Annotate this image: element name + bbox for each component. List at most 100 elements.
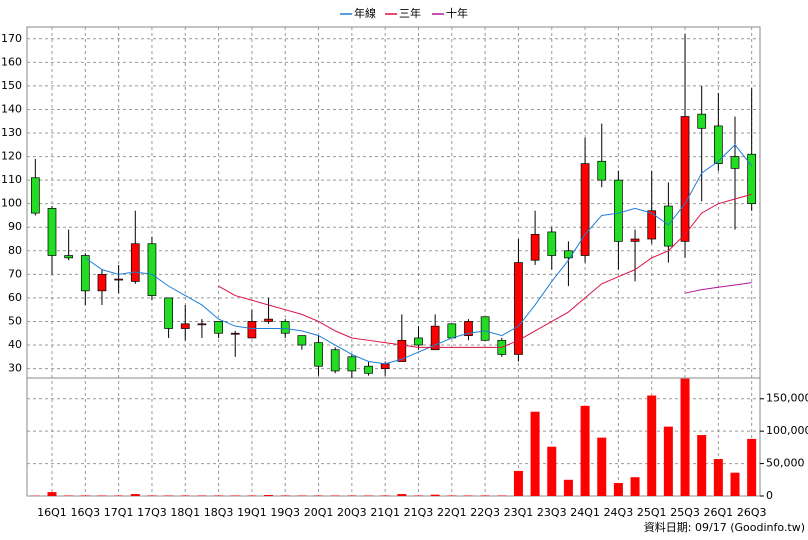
candle-body bbox=[414, 337, 423, 346]
volume-bar bbox=[497, 495, 507, 496]
candle-body bbox=[730, 156, 740, 169]
candle-body bbox=[714, 125, 723, 164]
y-tick-label: 160 bbox=[1, 55, 22, 68]
x-tick-label: 24Q3 bbox=[604, 506, 634, 519]
volume-bar bbox=[563, 479, 573, 496]
candle-body bbox=[430, 325, 440, 351]
candle-body bbox=[164, 297, 173, 329]
volume-bar bbox=[597, 437, 607, 496]
volume-bar bbox=[314, 495, 324, 496]
volume-bar bbox=[247, 495, 257, 496]
volume-bar bbox=[80, 495, 90, 496]
volume-bar bbox=[630, 477, 640, 496]
y-tick-label: 50 bbox=[8, 314, 22, 327]
volume-bar bbox=[430, 494, 440, 496]
y-tick-label: 80 bbox=[8, 244, 22, 257]
candle-body bbox=[80, 255, 90, 292]
x-tick-label: 23Q3 bbox=[537, 506, 567, 519]
y-tick-label: 120 bbox=[1, 150, 22, 163]
candle-body bbox=[680, 116, 690, 242]
candle-body bbox=[614, 179, 623, 242]
x-tick-label: 24Q1 bbox=[570, 506, 600, 519]
y-tick-label: 140 bbox=[1, 102, 22, 115]
y-tick-label: 40 bbox=[8, 338, 22, 351]
candle-body bbox=[214, 321, 223, 334]
candle-body bbox=[447, 323, 457, 339]
x-tick-label: 26Q3 bbox=[737, 506, 767, 519]
x-tick-label: 20Q3 bbox=[337, 506, 367, 519]
x-tick-label: 17Q1 bbox=[104, 506, 134, 519]
candle-body bbox=[280, 321, 290, 334]
volume-bar bbox=[214, 495, 224, 496]
volume-bar bbox=[164, 495, 174, 496]
x-tick-label: 16Q1 bbox=[37, 506, 67, 519]
candle-body bbox=[297, 335, 307, 346]
x-tick-label: 19Q3 bbox=[270, 506, 300, 519]
volume-bar bbox=[647, 395, 657, 496]
volume-bar bbox=[280, 495, 290, 496]
candle-body bbox=[480, 316, 490, 341]
volume-bar bbox=[180, 495, 190, 496]
volume-bar bbox=[147, 495, 157, 496]
candle-body bbox=[364, 365, 373, 374]
candle-body bbox=[514, 262, 523, 355]
y2-tick-label: 100,000 bbox=[766, 424, 808, 437]
x-tick-label: 21Q1 bbox=[370, 506, 400, 519]
x-tick-label: 18Q1 bbox=[170, 506, 200, 519]
candle-body bbox=[197, 323, 207, 326]
legend-label: 三年 bbox=[399, 6, 421, 20]
volume-bar bbox=[197, 495, 207, 496]
volume-bar bbox=[530, 411, 540, 496]
x-tick-label: 25Q3 bbox=[670, 506, 700, 519]
candle-body bbox=[130, 243, 140, 282]
y2-tick-label: 50,000 bbox=[766, 457, 805, 470]
volume-bar bbox=[547, 446, 557, 496]
volume-bar bbox=[480, 495, 490, 496]
volume-bar bbox=[697, 435, 707, 496]
candle-body bbox=[314, 342, 323, 367]
y-tick-label: 70 bbox=[8, 267, 22, 280]
x-tick-label: 21Q3 bbox=[404, 506, 434, 519]
ma-line bbox=[85, 144, 753, 365]
volume-bar bbox=[413, 495, 423, 496]
candle-body bbox=[630, 238, 640, 242]
volume-bar bbox=[680, 378, 690, 496]
x-tick-label: 16Q3 bbox=[70, 506, 100, 519]
y-tick-label: 110 bbox=[1, 173, 22, 186]
volume-bar bbox=[380, 495, 390, 496]
candle-body bbox=[147, 243, 157, 296]
candle-body bbox=[330, 349, 340, 372]
volume-bar bbox=[463, 495, 473, 496]
y-tick-label: 130 bbox=[1, 126, 22, 139]
candle-body bbox=[264, 318, 273, 322]
candle-body bbox=[247, 321, 257, 339]
candle-body bbox=[47, 208, 57, 256]
candle-body bbox=[64, 255, 73, 259]
x-tick-label: 17Q3 bbox=[137, 506, 167, 519]
x-tick-label: 19Q1 bbox=[237, 506, 267, 519]
candle-body bbox=[664, 205, 673, 247]
volume-bar bbox=[580, 405, 590, 496]
volume-bar bbox=[663, 426, 673, 496]
x-tick-label: 23Q1 bbox=[504, 506, 534, 519]
candle-body bbox=[97, 273, 107, 292]
volume-bar bbox=[64, 495, 74, 496]
volume-bar bbox=[730, 472, 740, 496]
volume-bar bbox=[713, 459, 723, 496]
candle-body bbox=[464, 321, 473, 336]
y-tick-label: 60 bbox=[8, 291, 22, 304]
candle-body bbox=[230, 332, 240, 335]
footer-note: 資料日期: 09/17 (Goodinfo.tw) bbox=[644, 520, 805, 534]
y-tick-label: 30 bbox=[8, 362, 22, 375]
candle-body bbox=[547, 231, 557, 256]
x-tick-label: 20Q1 bbox=[304, 506, 334, 519]
ma-line bbox=[684, 282, 752, 294]
volume-bar bbox=[347, 495, 357, 496]
y-tick-label: 170 bbox=[1, 32, 22, 45]
volume-bar bbox=[513, 470, 523, 496]
y-tick-label: 90 bbox=[8, 220, 22, 233]
candle-body bbox=[747, 153, 757, 205]
candle-body bbox=[30, 177, 40, 214]
y-tick-label: 100 bbox=[1, 197, 22, 210]
